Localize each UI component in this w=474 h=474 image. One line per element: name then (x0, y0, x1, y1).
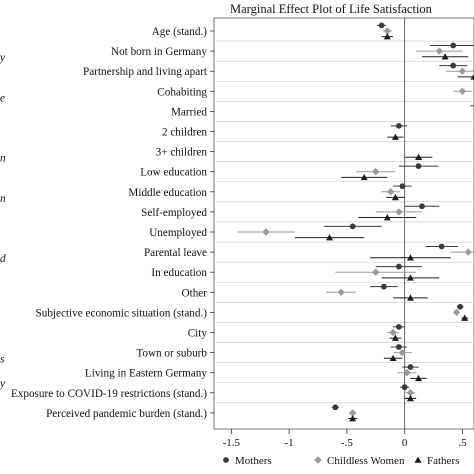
category-label: Not born in Germany (111, 46, 207, 58)
fathers-point (391, 193, 399, 201)
childless-women-point (406, 389, 415, 397)
category-label: 3+ children (156, 147, 208, 159)
category-label: Parental leave (144, 247, 207, 259)
data-marks (237, 22, 474, 422)
x-tick-label: -1 (285, 437, 294, 449)
mothers-point (450, 62, 457, 69)
legend-marker-mothers (223, 457, 229, 463)
x-tick-label: -.5 (341, 437, 353, 449)
fathers-point (349, 415, 357, 422)
fathers-point (406, 254, 414, 261)
chart-title: Marginal Effect Plot of Life Satisfactio… (230, 2, 433, 16)
childless-women-point (435, 47, 444, 55)
childless-women-point (372, 168, 380, 176)
mothers-point (395, 263, 402, 270)
left-edge-fragment: n (0, 153, 6, 165)
category-label: Age (stand.) (152, 26, 208, 38)
category-label: Unemployed (149, 227, 207, 239)
category-label: Cohabiting (157, 86, 207, 98)
left-edge-fragment: y (0, 378, 5, 390)
category-label: Exposure to COVID-19 restrictions (stand… (11, 388, 207, 400)
legend-label-fathers: Fathers (427, 455, 459, 467)
childless-women-point (262, 228, 270, 236)
mothers-point (419, 203, 425, 210)
childless-women-point (383, 27, 392, 35)
legend-marker-fathers (414, 456, 422, 463)
fathers-point (441, 53, 449, 60)
x-tick-label: .5 (458, 437, 467, 449)
mothers-point (415, 163, 422, 169)
mothers-point (395, 122, 402, 129)
fathers-point (406, 294, 414, 301)
category-label: City (188, 328, 208, 340)
legend-label-mothers: Mothers (235, 455, 272, 467)
fathers-point (389, 354, 397, 362)
fathers-point (470, 73, 474, 80)
category-label: Town or suburb (136, 348, 207, 360)
mothers-point (332, 404, 339, 411)
x-tick-label: 0 (402, 437, 408, 449)
childless-women-point (389, 328, 397, 337)
childless-women-point (403, 369, 411, 377)
legend-label-childless-women: Childless Women (327, 455, 405, 467)
category-label: Married (171, 106, 207, 118)
mothers-point (438, 243, 445, 250)
fathers-point (391, 133, 399, 140)
left-edge-fragment: y (0, 52, 5, 64)
fathers-point (391, 334, 399, 341)
mothers-point (401, 384, 408, 391)
fathers-point (326, 234, 334, 241)
left-edge-fragment: s (0, 354, 5, 366)
fathers-point (406, 274, 414, 281)
fathers-point (461, 314, 469, 321)
fathers-point (415, 153, 423, 161)
mothers-point (395, 323, 402, 330)
childless-women-point (398, 348, 407, 357)
mothers-point (349, 223, 356, 230)
category-label: Perceived pandemic burden (stand.) (46, 408, 207, 420)
childless-women-point (458, 87, 467, 95)
childless-women-point (395, 208, 403, 216)
legend-marker-childless-women (314, 456, 322, 464)
x-tick-label: -1.5 (223, 437, 241, 449)
category-label: Subjective economic situation (stand.) (36, 307, 208, 319)
category-label: Low education (140, 167, 207, 179)
mothers-point (399, 183, 406, 190)
childless-women-point (452, 308, 461, 317)
fathers-point (406, 394, 414, 402)
childless-women-point (337, 288, 345, 296)
category-label: Self-employed (141, 207, 207, 219)
category-label: In education (151, 267, 207, 279)
mothers-point (378, 22, 385, 29)
mothers-point (407, 364, 414, 370)
category-label: 2 children (162, 127, 207, 139)
category-label: Middle education (128, 187, 207, 199)
left-edge-fragment: d (0, 253, 6, 265)
mothers-point (380, 283, 387, 290)
plot-frame (213, 17, 474, 430)
childless-women-point (387, 188, 395, 196)
category-label: Living in Eastern Germany (85, 368, 208, 380)
childless-women-point (372, 268, 380, 276)
fathers-point (415, 374, 423, 382)
category-label: Partnership and living apart (83, 66, 208, 78)
left-edge-fragment: n (0, 193, 6, 205)
category-label: Other (182, 287, 208, 299)
fathers-point (360, 173, 368, 181)
left-edge-fragment: e (0, 92, 5, 104)
childless-women-point (464, 248, 472, 256)
mothers-point (450, 42, 457, 49)
fathers-point (383, 214, 391, 221)
fathers-point (383, 33, 391, 40)
childless-women-point (458, 67, 467, 75)
mothers-point (457, 303, 464, 310)
childless-women-point (348, 409, 357, 417)
mothers-point (395, 344, 402, 350)
